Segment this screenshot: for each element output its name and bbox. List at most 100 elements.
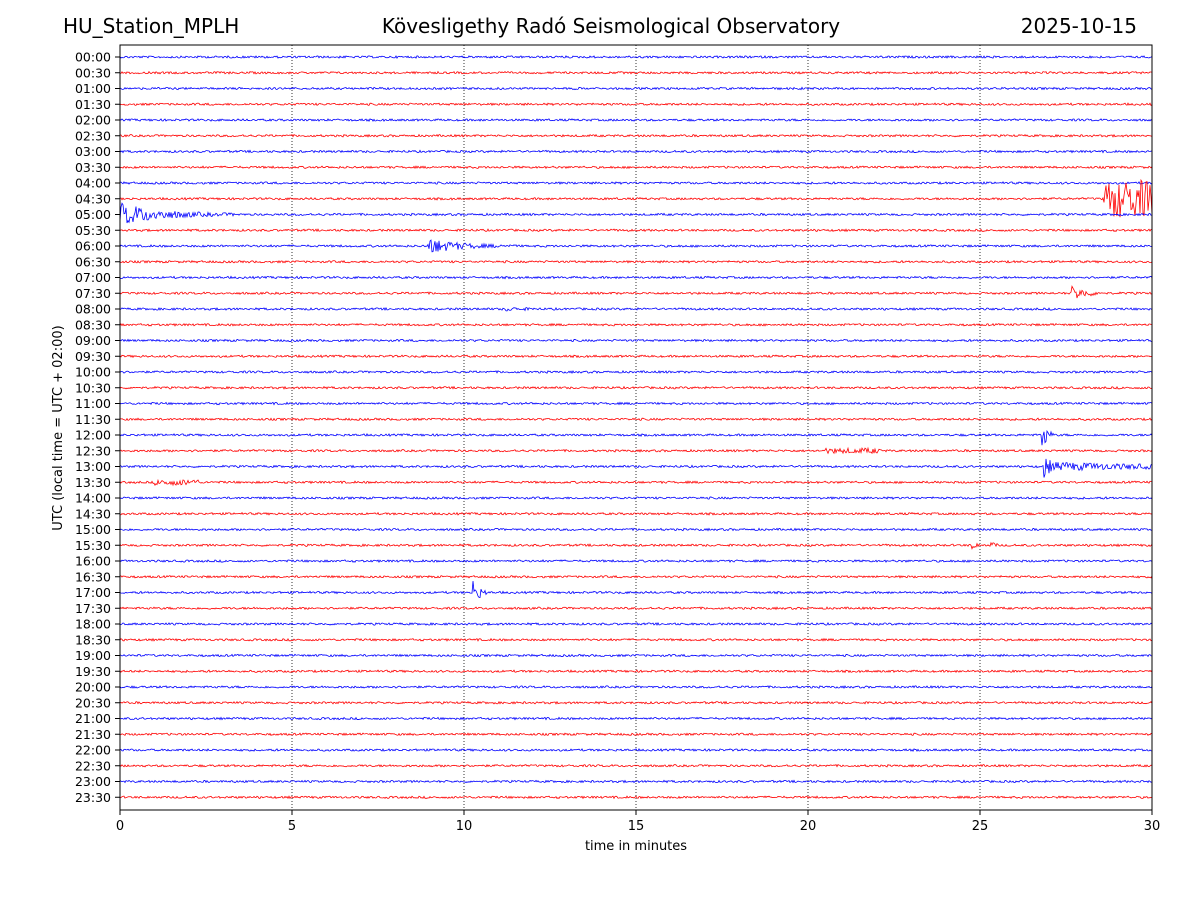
trace-0000 <box>119 55 1153 59</box>
trace-1000 <box>119 370 1153 374</box>
trace-1300 <box>119 458 1153 478</box>
y-tick-label: 19:30 <box>75 664 111 679</box>
y-tick-label: 09:30 <box>75 349 111 364</box>
x-tick-label: 5 <box>288 819 296 834</box>
y-tick-label: 21:30 <box>75 727 111 742</box>
y-tick-label: 17:30 <box>75 601 111 616</box>
trace-0830 <box>119 322 1153 327</box>
trace-1400 <box>119 496 1153 500</box>
y-tick-label: 07:30 <box>75 286 111 301</box>
trace-1900 <box>119 653 1153 658</box>
y-tick-label: 22:30 <box>75 758 111 773</box>
x-axis-label: time in minutes <box>585 839 687 854</box>
y-tick-label: 07:00 <box>75 270 111 285</box>
y-tick-label: 08:00 <box>75 302 111 317</box>
x-tick-label: 15 <box>628 819 645 834</box>
x-tick-label: 30 <box>1144 819 1161 834</box>
trace-1700 <box>119 581 1153 598</box>
y-tick-label: 03:30 <box>75 160 111 175</box>
trace-0530 <box>119 228 1153 233</box>
seismic-traces <box>119 55 1153 800</box>
y-tick-label: 20:00 <box>75 680 111 695</box>
trace-0800 <box>119 306 1153 312</box>
trace-2300 <box>119 779 1153 784</box>
y-tick-label: 08:30 <box>75 317 111 332</box>
trace-2030 <box>119 700 1153 705</box>
trace-1800 <box>119 621 1153 626</box>
trace-2200 <box>119 748 1153 752</box>
y-tick-label: 18:00 <box>75 617 111 632</box>
grid-lines <box>291 45 981 810</box>
trace-0600 <box>119 239 1153 253</box>
y-tick-label: 01:30 <box>75 97 111 112</box>
y-tick-label: 02:30 <box>75 128 111 143</box>
trace-0230 <box>119 133 1153 138</box>
trace-0300 <box>119 149 1153 154</box>
y-tick-label: 23:30 <box>75 790 111 805</box>
y-tick-label: 11:00 <box>75 396 111 411</box>
y-tick-label: 10:30 <box>75 380 111 395</box>
trace-2330 <box>119 795 1153 800</box>
trace-2000 <box>119 685 1153 689</box>
trace-0330 <box>119 165 1153 170</box>
trace-0500 <box>119 202 1153 224</box>
record-date: 2025-10-15 <box>1020 14 1137 38</box>
y-tick-label: 15:00 <box>75 522 111 537</box>
trace-0630 <box>119 259 1153 264</box>
y-tick-label: 00:30 <box>75 65 111 80</box>
trace-0100 <box>119 86 1153 91</box>
station-name: HU_Station_MPLH <box>63 14 240 38</box>
y-tick-label: 21:00 <box>75 711 111 726</box>
y-tick-label: 13:30 <box>75 475 111 490</box>
trace-1730 <box>119 606 1153 611</box>
axis-ticks: 0 5 10 15 20 25 30 00:0000:3001:0001:3002:0002:… <box>75 50 1160 835</box>
y-tick-label: 13:00 <box>75 459 111 474</box>
trace-0900 <box>119 338 1153 343</box>
y-tick-label: 18:30 <box>75 632 111 647</box>
y-tick-label: 06:30 <box>75 254 111 269</box>
y-tick-label: 14:00 <box>75 491 111 506</box>
trace-1200 <box>119 429 1153 446</box>
trace-0130 <box>119 102 1153 107</box>
trace-0400 <box>119 181 1153 185</box>
trace-2100 <box>119 716 1153 721</box>
y-tick-label: 12:00 <box>75 428 111 443</box>
trace-0030 <box>119 70 1153 75</box>
y-tick-label: 16:00 <box>75 554 111 569</box>
trace-0930 <box>119 354 1153 359</box>
x-tick-label: 0 <box>116 819 124 834</box>
trace-0430 <box>119 178 1153 218</box>
y-tick-label: 23:00 <box>75 774 111 789</box>
trace-1230 <box>119 446 1153 455</box>
y-tick-label: 11:30 <box>75 412 111 427</box>
y-tick-label: 09:00 <box>75 333 111 348</box>
trace-1830 <box>119 637 1153 642</box>
trace-0730 <box>119 285 1153 299</box>
y-tick-label: 19:00 <box>75 648 111 663</box>
trace-2230 <box>119 763 1153 768</box>
y-axis-label: UTC (local time = UTC + 02:00) <box>51 325 66 530</box>
trace-0700 <box>119 275 1153 280</box>
y-tick-label: 01:00 <box>75 81 111 96</box>
trace-1530 <box>119 541 1153 550</box>
trace-1500 <box>119 527 1153 532</box>
y-tick-label: 03:00 <box>75 144 111 159</box>
x-tick-label: 20 <box>800 819 817 834</box>
trace-1930 <box>119 669 1153 674</box>
y-tick-label: 22:00 <box>75 743 111 758</box>
y-tick-label: 02:00 <box>75 113 111 128</box>
trace-0200 <box>119 118 1153 122</box>
x-tick-label: 25 <box>972 819 989 834</box>
y-tick-label: 06:00 <box>75 239 111 254</box>
trace-1600 <box>119 559 1153 564</box>
x-tick-label: 10 <box>456 819 473 834</box>
y-tick-label: 17:00 <box>75 585 111 600</box>
trace-2130 <box>119 732 1153 737</box>
trace-1030 <box>119 385 1153 390</box>
y-tick-label: 04:00 <box>75 176 111 191</box>
y-tick-label: 00:00 <box>75 50 111 65</box>
y-tick-label: 16:30 <box>75 569 111 584</box>
observatory-title: Kövesligethy Radó Seismological Observat… <box>381 14 841 38</box>
y-tick-label: 05:00 <box>75 207 111 222</box>
